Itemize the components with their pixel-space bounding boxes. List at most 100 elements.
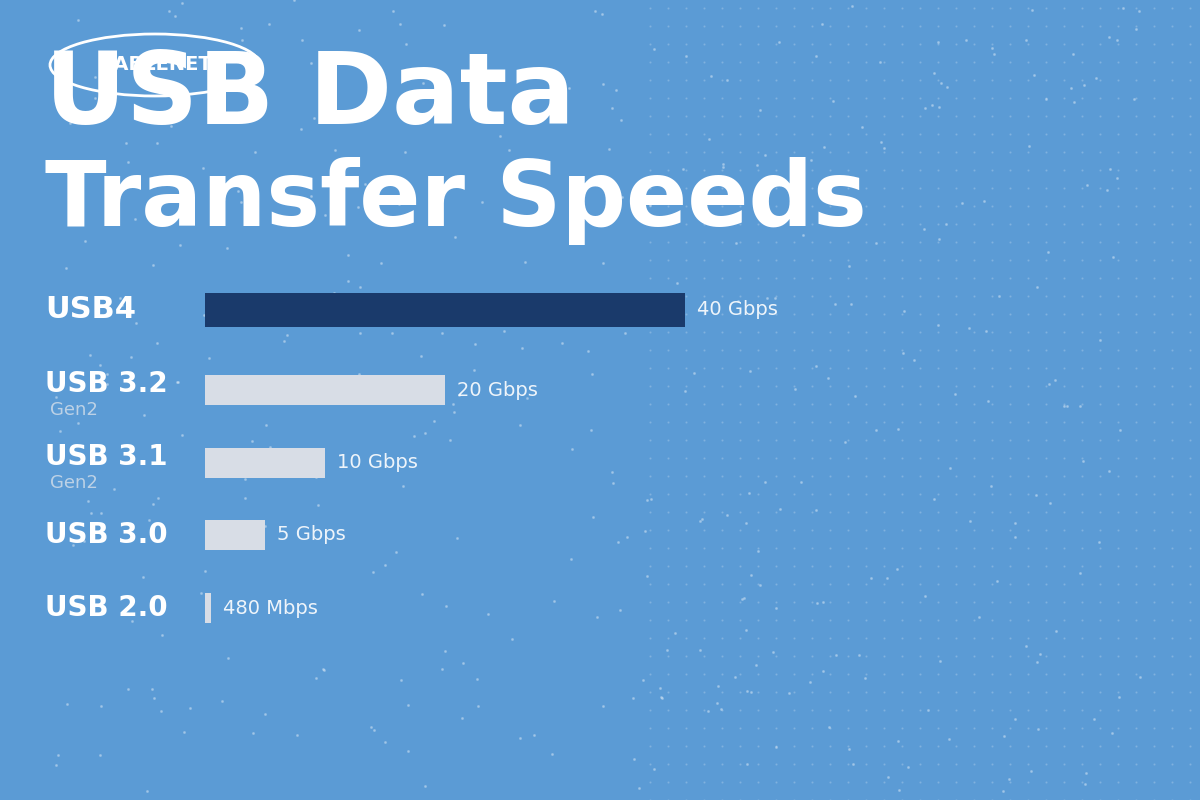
Point <box>929 318 948 331</box>
FancyBboxPatch shape <box>205 448 325 478</box>
Point <box>839 743 858 756</box>
Point <box>138 785 157 798</box>
Point <box>808 597 827 610</box>
Point <box>866 424 886 437</box>
Point <box>425 414 444 427</box>
Point <box>592 8 611 21</box>
Point <box>718 74 737 86</box>
Point <box>674 384 694 397</box>
Point <box>194 162 214 174</box>
Point <box>512 342 532 354</box>
Point <box>287 728 306 741</box>
Point <box>839 259 858 272</box>
Point <box>404 430 424 442</box>
Point <box>1130 671 1150 684</box>
Point <box>212 694 232 707</box>
Point <box>396 38 415 50</box>
Point <box>390 18 409 30</box>
Point <box>112 299 131 312</box>
Point <box>1016 640 1036 653</box>
Point <box>162 120 181 133</box>
Point <box>349 24 368 37</box>
Point <box>702 70 721 82</box>
Point <box>641 198 660 211</box>
Point <box>726 237 745 250</box>
Point <box>152 629 172 642</box>
Point <box>653 691 672 704</box>
Point <box>233 34 252 46</box>
Point <box>260 440 280 453</box>
Point <box>499 143 518 156</box>
Point <box>510 418 529 431</box>
Point <box>1075 778 1094 790</box>
Point <box>594 700 613 713</box>
Point <box>1020 140 1039 153</box>
Text: USB Data: USB Data <box>46 48 575 145</box>
Point <box>586 4 605 17</box>
Point <box>85 92 104 105</box>
Point <box>1076 766 1096 779</box>
Point <box>256 418 275 431</box>
Point <box>58 698 77 710</box>
Text: Transfer Speeds: Transfer Speeds <box>46 157 866 245</box>
Point <box>914 223 934 236</box>
Point <box>928 36 947 49</box>
Point <box>80 507 100 520</box>
Point <box>602 466 622 478</box>
Point <box>350 327 370 340</box>
Point <box>278 329 298 342</box>
Point <box>259 18 278 30</box>
Point <box>792 476 811 489</box>
Point <box>894 305 913 318</box>
Point <box>956 33 976 46</box>
Point <box>1006 712 1025 725</box>
Point <box>445 230 464 243</box>
Point <box>714 160 733 173</box>
Point <box>349 367 368 380</box>
Point <box>256 520 275 533</box>
Point <box>324 287 343 300</box>
Point <box>623 691 642 704</box>
Point <box>97 378 116 390</box>
Point <box>82 454 101 466</box>
Point <box>889 734 908 747</box>
Point <box>359 303 378 316</box>
Point <box>301 57 320 70</box>
Point <box>242 435 262 448</box>
Point <box>979 395 998 408</box>
Point <box>870 56 889 69</box>
Point <box>786 382 805 395</box>
Point <box>386 546 406 558</box>
Point <box>160 5 179 18</box>
Point <box>90 749 109 762</box>
FancyBboxPatch shape <box>205 593 211 623</box>
Point <box>97 367 116 380</box>
Point <box>545 595 564 608</box>
Point <box>144 258 163 271</box>
Point <box>412 350 431 362</box>
Point <box>552 336 571 349</box>
Point <box>562 553 581 566</box>
FancyBboxPatch shape <box>205 375 445 405</box>
Point <box>1006 517 1025 530</box>
Point <box>1099 464 1118 477</box>
Point <box>878 770 898 783</box>
Point <box>1124 92 1144 105</box>
Text: 40 Gbps: 40 Gbps <box>697 301 778 319</box>
Point <box>1091 334 1110 347</box>
Point <box>666 626 685 639</box>
Point <box>820 721 839 734</box>
Point <box>1000 773 1019 786</box>
Point <box>562 442 581 455</box>
Point <box>119 156 138 169</box>
Point <box>800 676 820 689</box>
Point <box>217 459 236 472</box>
Point <box>611 114 630 126</box>
Point <box>728 294 748 307</box>
FancyBboxPatch shape <box>205 520 265 550</box>
Point <box>246 145 265 158</box>
Text: 5 Gbps: 5 Gbps <box>277 526 346 545</box>
Point <box>812 18 832 31</box>
Point <box>448 532 467 545</box>
Point <box>220 526 239 538</box>
